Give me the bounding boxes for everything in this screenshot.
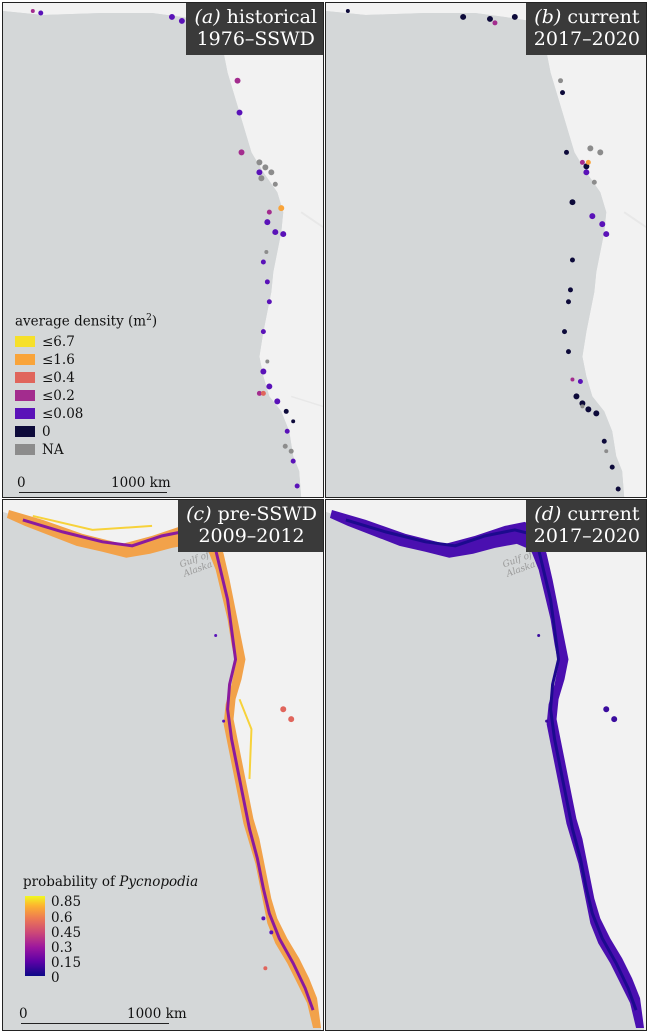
probability-map-c [3,500,323,1030]
colorbar-tick: 0.45 [51,925,82,941]
density-legend-item: ≤0.08 [15,405,157,423]
probability-map-d [326,500,646,1030]
panel-d-period: 2017–2020 [533,525,640,547]
panel-b-current-map: (b) current 2017–2020 [325,2,647,498]
scale-bar-top: 0 1000 km [17,475,177,495]
coastline-map-b [326,3,646,497]
density-legend-item: ≤0.4 [15,369,157,387]
legend-swatch [15,354,35,365]
scale-bar-bottom: 0 1000 km [19,1006,199,1028]
legend-swatch [15,390,35,401]
legend-label: ≤0.08 [42,405,84,422]
probability-legend-title: probability of Pycnopodia [23,874,223,890]
panel-b-title-text: current [567,6,640,28]
legend-swatch [15,372,35,383]
legend-label: ≤0.4 [42,369,75,386]
legend-swatch [15,408,35,419]
density-legend: average density (m2) ≤6.7 ≤1.6 ≤0.4 ≤0.2… [15,313,157,459]
legend-label: ≤6.7 [42,333,75,350]
density-legend-item: 0 [15,423,157,441]
panel-a-tag: (a) [194,6,221,28]
panel-a-historical-map: (a) historical 1976–SSWD average density… [2,2,324,498]
legend-swatch [15,444,35,455]
density-legend-title: average density (m2) [15,313,157,330]
panel-a-period: 1976–SSWD [196,28,315,50]
panel-c-title-text: pre-SSWD [217,503,317,525]
panel-b-tag: (b) [534,6,562,28]
panel-b-period: 2017–2020 [533,28,640,50]
panel-a-title: (a) historical 1976–SSWD [186,3,323,55]
legend-label: NA [42,441,64,458]
density-legend-title-end: ) [151,313,158,330]
scale-bar-line [21,1023,169,1024]
panel-c-pre-sswd-map: Gulf of Alaska (c) pre-SSWD 2009–2012 pro… [2,499,324,1031]
legend-label: ≤1.6 [42,351,75,368]
density-legend-title-sup: 2 [146,313,152,323]
scale-bar-start: 0 [17,475,26,491]
panel-c-tag: (c) [186,503,212,525]
panel-a-title-text: historical [226,6,317,28]
colorbar-tick: 0.85 [51,894,82,910]
scale-bar-end: 1000 km [111,475,171,491]
colorbar-tick: 0.3 [51,940,73,956]
panel-b-title: (b) current 2017–2020 [525,3,646,55]
panel-d-title-text: current [567,503,640,525]
panel-c-title: (c) pre-SSWD 2009–2012 [178,500,323,552]
colorbar-tick: 0.6 [51,910,73,926]
colorbar-tick: 0.15 [51,955,82,971]
probability-legend: probability of Pycnopodia 0.85 0.6 0.45 … [23,874,223,985]
panel-d-title: (d) current 2017–2020 [525,500,646,552]
legend-label: ≤0.2 [42,387,75,404]
panel-c-period: 2009–2012 [198,525,305,547]
legend-label: 0 [42,423,51,440]
colorbar-tick: 0 [51,970,60,986]
density-legend-item: ≤0.2 [15,387,157,405]
density-legend-item: ≤1.6 [15,351,157,369]
density-legend-item: ≤6.7 [15,333,157,351]
legend-swatch [15,336,35,347]
probability-colorbar [25,896,45,976]
density-legend-item: NA [15,441,157,459]
scale-bar-line [19,492,167,493]
scale-bar-end: 1000 km [127,1006,187,1022]
probability-legend-title-text: probability of [23,874,120,890]
density-legend-title-text: average density (m [15,313,147,330]
legend-swatch [15,426,35,437]
probability-legend-species: Pycnopodia [119,874,199,890]
scale-bar-start: 0 [19,1006,28,1022]
panel-d-tag: (d) [534,503,562,525]
panel-d-current-map: Gulf of Alaska (d) current 2017–2020 [325,499,647,1031]
